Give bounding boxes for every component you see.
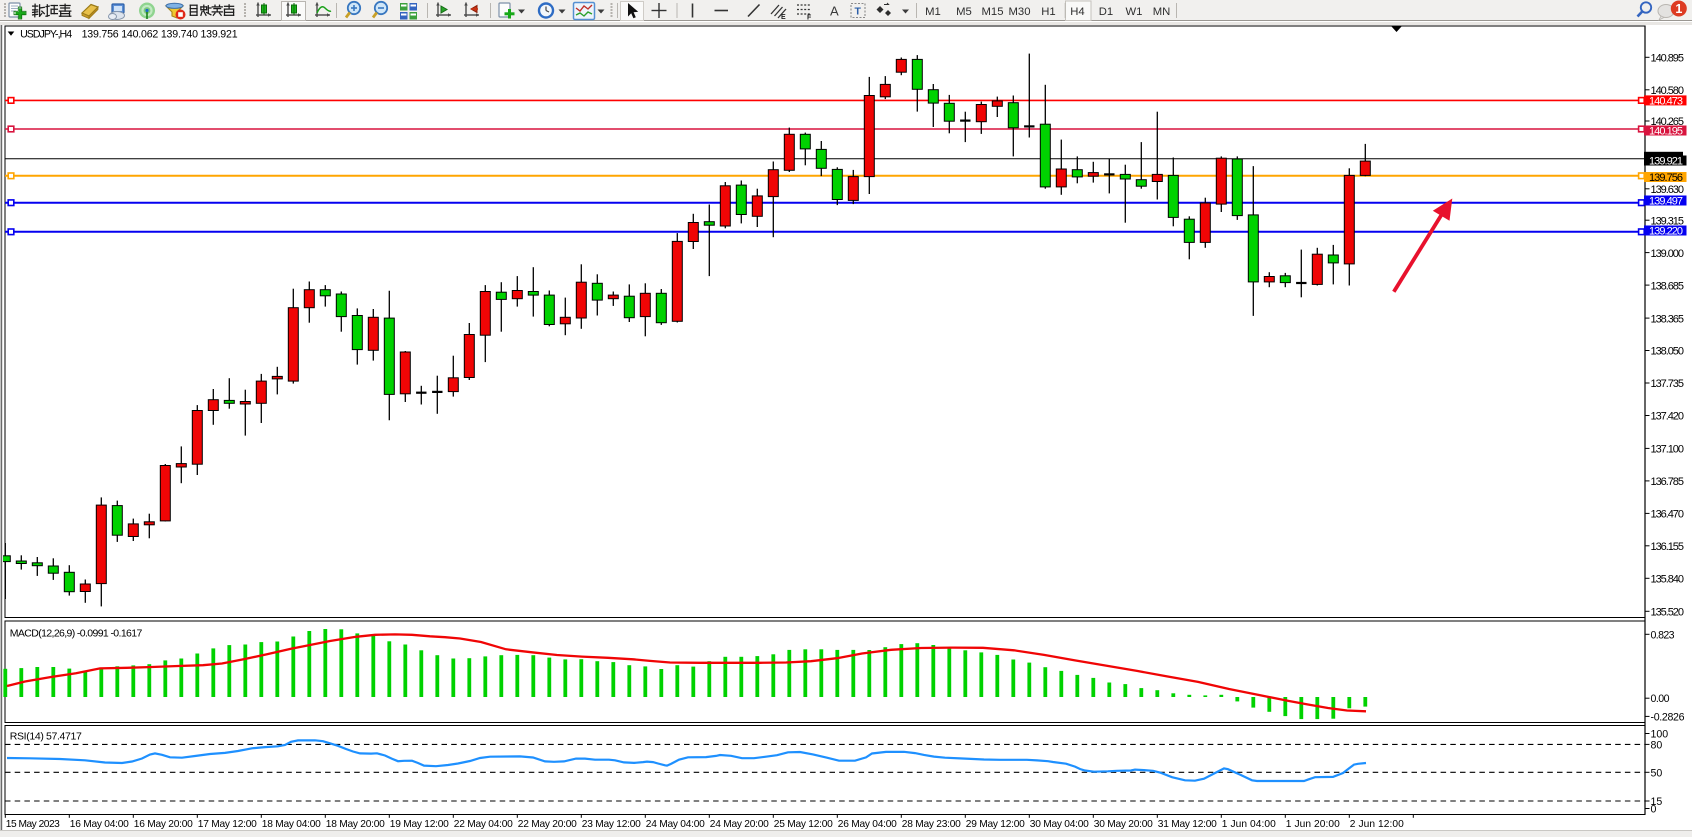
svg-text:1: 1 bbox=[1675, 2, 1682, 16]
svg-text:137.100: 137.100 bbox=[1651, 444, 1685, 456]
svg-text:26 May 04:00: 26 May 04:00 bbox=[838, 819, 897, 830]
svg-text:139.315: 139.315 bbox=[1651, 215, 1685, 227]
svg-text:24 May 04:00: 24 May 04:00 bbox=[646, 819, 705, 830]
svg-text:138.050: 138.050 bbox=[1651, 346, 1685, 358]
svg-text:139.497: 139.497 bbox=[1649, 196, 1683, 208]
svg-text:135.520: 135.520 bbox=[1651, 607, 1685, 619]
svg-text:139.630: 139.630 bbox=[1651, 184, 1685, 196]
svg-text:19 May 12:00: 19 May 12:00 bbox=[390, 819, 449, 830]
svg-text:30 May 20:00: 30 May 20:00 bbox=[1094, 819, 1153, 830]
svg-text:18 May 20:00: 18 May 20:00 bbox=[326, 819, 385, 830]
svg-text:136.785: 136.785 bbox=[1651, 476, 1685, 488]
svg-text:28 May 23:00: 28 May 23:00 bbox=[902, 819, 961, 830]
svg-text:139.000: 139.000 bbox=[1651, 248, 1685, 260]
svg-text:H4: H4 bbox=[1070, 6, 1084, 18]
svg-text:MN: MN bbox=[1153, 6, 1171, 18]
svg-text:15 May 2023: 15 May 2023 bbox=[6, 819, 60, 830]
svg-text:-0.2826: -0.2826 bbox=[1651, 711, 1685, 723]
svg-text:140.195: 140.195 bbox=[1649, 126, 1683, 138]
svg-text:USDJPY-,H4: USDJPY-,H4 bbox=[20, 29, 72, 41]
svg-text:31 May 12:00: 31 May 12:00 bbox=[1158, 819, 1217, 830]
svg-text:100: 100 bbox=[1651, 729, 1669, 741]
svg-text:1 Jun 20:00: 1 Jun 20:00 bbox=[1286, 819, 1340, 830]
svg-text:22 May 04:00: 22 May 04:00 bbox=[454, 819, 513, 830]
svg-text:140.895: 140.895 bbox=[1651, 53, 1685, 65]
svg-text:A: A bbox=[830, 4, 839, 19]
svg-text:RSI(14) 57.4717: RSI(14) 57.4717 bbox=[10, 731, 82, 743]
svg-text:140.265: 140.265 bbox=[1651, 116, 1685, 128]
svg-text:139.756 140.062 139.740 139.92: 139.756 140.062 139.740 139.921 bbox=[82, 29, 238, 41]
svg-text:139.921: 139.921 bbox=[1649, 156, 1683, 168]
svg-text:T: T bbox=[855, 6, 862, 18]
svg-text:139.756: 139.756 bbox=[1649, 172, 1683, 184]
svg-text:MACD(12,26,9) -0.0991 -0.1617: MACD(12,26,9) -0.0991 -0.1617 bbox=[10, 627, 143, 639]
svg-text:0.823: 0.823 bbox=[1651, 629, 1675, 641]
svg-text:24 May 20:00: 24 May 20:00 bbox=[710, 819, 769, 830]
svg-text:22 May 20:00: 22 May 20:00 bbox=[518, 819, 577, 830]
svg-text:140.580: 140.580 bbox=[1651, 85, 1685, 97]
svg-text:138.685: 138.685 bbox=[1651, 280, 1685, 292]
svg-text:80: 80 bbox=[1651, 739, 1663, 751]
svg-text:2 Jun 12:00: 2 Jun 12:00 bbox=[1350, 819, 1404, 830]
svg-text:136.155: 136.155 bbox=[1651, 541, 1685, 553]
svg-text:135.840: 135.840 bbox=[1651, 574, 1685, 586]
svg-text:137.735: 137.735 bbox=[1651, 378, 1685, 390]
svg-text:0.00: 0.00 bbox=[1651, 693, 1670, 705]
svg-text:M30: M30 bbox=[1009, 6, 1031, 18]
svg-text:0: 0 bbox=[1651, 804, 1657, 816]
svg-text:30 May 04:00: 30 May 04:00 bbox=[1030, 819, 1089, 830]
svg-text:23 May 12:00: 23 May 12:00 bbox=[582, 819, 641, 830]
svg-text:137.420: 137.420 bbox=[1651, 411, 1685, 423]
svg-text:F: F bbox=[807, 15, 812, 22]
svg-text:1 Jun 04:00: 1 Jun 04:00 bbox=[1222, 819, 1276, 830]
svg-text:16 May 04:00: 16 May 04:00 bbox=[70, 819, 129, 830]
svg-text:M15: M15 bbox=[982, 6, 1004, 18]
svg-text:138.365: 138.365 bbox=[1651, 313, 1685, 325]
svg-text:M5: M5 bbox=[956, 6, 972, 18]
svg-text:50: 50 bbox=[1651, 767, 1663, 779]
svg-text:140.473: 140.473 bbox=[1649, 95, 1683, 107]
svg-text:M1: M1 bbox=[925, 6, 941, 18]
svg-text:17 May 12:00: 17 May 12:00 bbox=[198, 819, 257, 830]
svg-text:15: 15 bbox=[1651, 796, 1663, 808]
svg-text:136.470: 136.470 bbox=[1651, 509, 1685, 521]
svg-text:25 May 12:00: 25 May 12:00 bbox=[774, 819, 833, 830]
svg-text:W1: W1 bbox=[1126, 6, 1143, 18]
svg-text:16 May 20:00: 16 May 20:00 bbox=[134, 819, 193, 830]
svg-text:29 May 12:00: 29 May 12:00 bbox=[966, 819, 1025, 830]
svg-text:139.220: 139.220 bbox=[1649, 226, 1683, 238]
svg-text:D1: D1 bbox=[1099, 6, 1113, 18]
svg-text:H1: H1 bbox=[1041, 6, 1055, 18]
svg-text:18 May 04:00: 18 May 04:00 bbox=[262, 819, 321, 830]
svg-text:E: E bbox=[781, 14, 786, 21]
